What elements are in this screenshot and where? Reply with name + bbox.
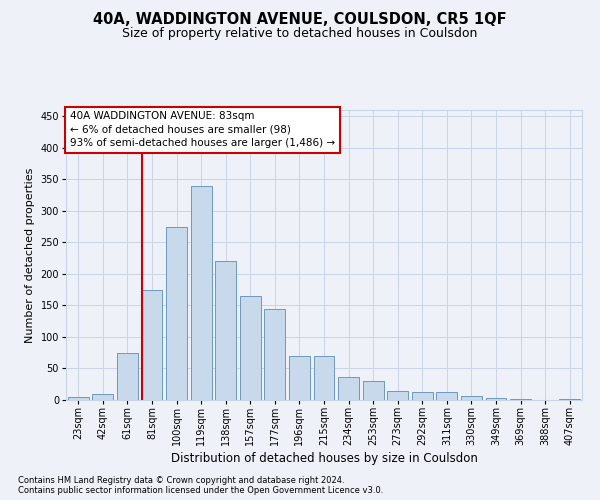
Bar bbox=[191, 186, 212, 400]
Bar bbox=[265, 308, 286, 400]
Text: Contains HM Land Registry data © Crown copyright and database right 2024.: Contains HM Land Registry data © Crown c… bbox=[18, 476, 344, 485]
Bar bbox=[289, 356, 310, 400]
Y-axis label: Number of detached properties: Number of detached properties bbox=[25, 168, 35, 342]
Text: Contains public sector information licensed under the Open Government Licence v3: Contains public sector information licen… bbox=[18, 486, 383, 495]
Bar bbox=[240, 296, 261, 400]
Bar bbox=[485, 398, 506, 400]
Bar bbox=[412, 392, 433, 400]
X-axis label: Distribution of detached houses by size in Coulsdon: Distribution of detached houses by size … bbox=[170, 452, 478, 465]
Bar bbox=[92, 394, 113, 400]
Bar bbox=[461, 396, 482, 400]
Text: 40A WADDINGTON AVENUE: 83sqm
← 6% of detached houses are smaller (98)
93% of sem: 40A WADDINGTON AVENUE: 83sqm ← 6% of det… bbox=[70, 112, 335, 148]
Bar bbox=[338, 376, 359, 400]
Text: Size of property relative to detached houses in Coulsdon: Size of property relative to detached ho… bbox=[122, 28, 478, 40]
Bar bbox=[362, 381, 383, 400]
Bar bbox=[142, 290, 163, 400]
Bar bbox=[387, 390, 408, 400]
Bar bbox=[215, 262, 236, 400]
Text: 40A, WADDINGTON AVENUE, COULSDON, CR5 1QF: 40A, WADDINGTON AVENUE, COULSDON, CR5 1Q… bbox=[93, 12, 507, 28]
Bar bbox=[436, 392, 457, 400]
Bar bbox=[166, 226, 187, 400]
Bar bbox=[314, 356, 334, 400]
Bar bbox=[117, 352, 138, 400]
Bar bbox=[68, 397, 89, 400]
